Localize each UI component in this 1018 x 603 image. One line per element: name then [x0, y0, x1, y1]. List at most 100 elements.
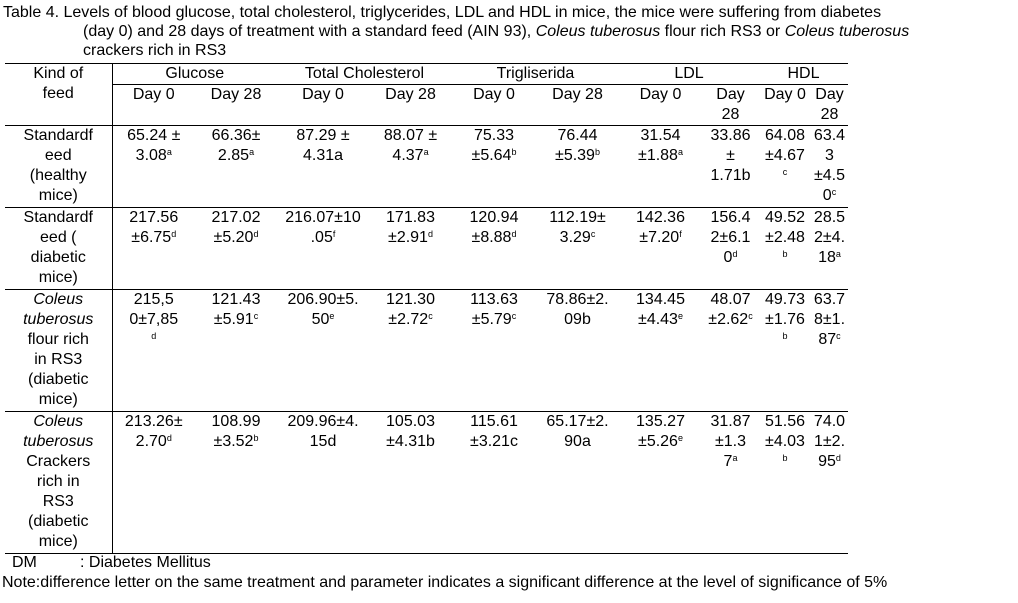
- value-cell: 156.4 2±6.1 0d: [702, 207, 759, 290]
- kind-line: tuberosus: [23, 311, 94, 328]
- value-line: b: [759, 330, 811, 350]
- value-line: 48.07: [710, 291, 751, 308]
- significance-letter: d: [166, 433, 172, 443]
- significance-letter: f: [679, 229, 682, 239]
- value-line: ±5.64b: [471, 147, 517, 164]
- dm-abbreviation: DM: [12, 554, 37, 571]
- row-kind-of-feed: Coleus tuberosus Crackers rich in RS3 (diabet…: [5, 411, 113, 554]
- value-cell: 213.26± 2.70d: [112, 411, 195, 554]
- value-line: 217.56: [129, 209, 179, 226]
- value-line: ±1.76: [765, 311, 805, 328]
- value-cell: 108.99 ±3.52b: [195, 411, 277, 554]
- value-line: 216.07±10: [285, 209, 361, 226]
- header-day-line: Day 28: [210, 86, 262, 103]
- table-row: Coleus tuberosus flour rich in RS3 (diabetic…: [5, 289, 848, 412]
- value-cell: 65.24 ± 3.08a: [112, 125, 195, 208]
- footer-dm-line: DM: Diabetes Mellitus: [12, 553, 887, 573]
- row-kind-of-feed: Standardf eed (healthy mice): [5, 125, 113, 208]
- significance-letter: d: [427, 229, 433, 239]
- value-cell: 49.52 ±2.48 b: [759, 207, 811, 290]
- value-line: 1.71b: [710, 167, 751, 184]
- value-line: 15d: [309, 433, 337, 450]
- value-cell: 31.87 ±1.3 7a: [702, 411, 759, 554]
- value-line: 87c: [818, 331, 841, 348]
- kind-line: eed (: [40, 229, 77, 246]
- value-cell: 216.07±10 .05f: [277, 207, 369, 290]
- header-day-line: Day 0: [764, 86, 806, 103]
- value-line: 28.5: [813, 209, 846, 226]
- value-line: 3.08a: [135, 147, 172, 164]
- header-day-line: Day 0: [639, 86, 682, 103]
- value-line: 217.02: [211, 209, 261, 226]
- value-line: ±: [726, 147, 735, 164]
- header-day: Day 28: [811, 84, 848, 126]
- value-line: 115.61: [470, 413, 518, 430]
- significance-letter: d: [511, 229, 517, 239]
- header-day: Day 0: [277, 84, 369, 126]
- kind-line: tuberosus: [23, 433, 94, 450]
- header-day-line: Day 0: [132, 86, 175, 103]
- value-line: 121.30: [386, 291, 435, 308]
- value-line: 215,5: [133, 291, 174, 308]
- caption-line-1: Table 4. Levels of blood glucose, total …: [3, 4, 882, 21]
- value-cell: 49.73 ±1.76 b: [759, 289, 811, 412]
- value-cell: 78.86±2. 09b: [536, 289, 619, 412]
- value-line: 1±2.: [813, 433, 846, 450]
- value-cell: 142.36 ±7.20f: [619, 207, 702, 290]
- value-line: 108.99: [211, 413, 261, 430]
- value-line: b: [759, 452, 811, 472]
- value-cell: 64.08 ±4.67 c: [759, 125, 811, 208]
- value-cell: 31.54 ±1.88a: [619, 125, 702, 208]
- value-line: ±1.3: [714, 433, 747, 450]
- value-cell: 74.0 1±2. 95d: [811, 411, 848, 554]
- significance-letter: e: [329, 311, 335, 321]
- row-kind-of-feed: Standardf eed (diabetic mice): [5, 207, 113, 290]
- header-kind-line: Kind of: [33, 65, 84, 82]
- table-row: Coleus tuberosus Crackers rich in RS3 (diabet…: [5, 411, 848, 554]
- footer-note: Note:difference letter on the same treat…: [2, 574, 888, 591]
- significance-letter: a: [249, 147, 255, 157]
- value-cell: 33.86 ±1.71b: [702, 125, 759, 208]
- value-line: ±7.20f: [639, 229, 682, 246]
- table-row: Standardf eed (healthy mice) 65.24 ± 3.08a 66.…: [5, 125, 848, 208]
- caption-text: flour rich RS3 or: [660, 23, 785, 40]
- header-day-line: Day: [815, 86, 844, 103]
- value-line: 74.0: [813, 413, 846, 430]
- value-line: 75.33: [473, 127, 515, 144]
- value-line: 171.83: [386, 209, 435, 226]
- header-day-line: Day: [716, 86, 745, 103]
- value-line: 31.87: [710, 413, 751, 430]
- value-line: 0c: [822, 187, 837, 204]
- value-line: 09b: [564, 311, 591, 328]
- header-ldl: LDL: [619, 63, 759, 85]
- significance-letter: c: [511, 311, 517, 321]
- value-line: .05f: [310, 229, 336, 246]
- value-cell: 63.4 3 ±4.5 0c: [811, 125, 848, 208]
- header-row-groups: Kind of feed Glucose Total Cholesterol Tr…: [5, 63, 848, 126]
- significance-letter: d: [253, 229, 259, 239]
- header-glucose: Glucose: [112, 63, 277, 85]
- header-day-line: 28: [721, 106, 740, 123]
- value-line: 3.29c: [559, 229, 596, 246]
- row-kind-of-feed: Coleus tuberosus flour rich in RS3 (diabetic…: [5, 289, 113, 412]
- significance-letter: b: [782, 453, 788, 463]
- value-line: 65.17±2.: [546, 413, 609, 430]
- value-line: 64.08: [764, 127, 806, 144]
- value-line: ±4.5: [813, 167, 846, 184]
- value-cell: 206.90±5. 50e: [277, 289, 369, 412]
- value-line: 18a: [818, 249, 841, 266]
- value-line: ±1.88a: [638, 147, 683, 164]
- significance-letter: c: [428, 311, 433, 321]
- significance-letter: d: [171, 229, 177, 239]
- value-line: 134.45: [636, 291, 685, 308]
- value-cell: 105.03 ±4.31b: [369, 411, 452, 554]
- header-day: Day 28: [195, 84, 277, 126]
- value-line: 113.63: [470, 291, 518, 308]
- kind-line: mice): [38, 533, 78, 550]
- kind-line: (diabetic: [28, 513, 89, 530]
- value-line: 33.86: [710, 127, 751, 144]
- significance-letter: a: [166, 147, 172, 157]
- value-line: 95d: [818, 453, 841, 470]
- value-cell: 51.56 ±4.03 b: [759, 411, 811, 554]
- value-line: 112.19±: [549, 209, 606, 226]
